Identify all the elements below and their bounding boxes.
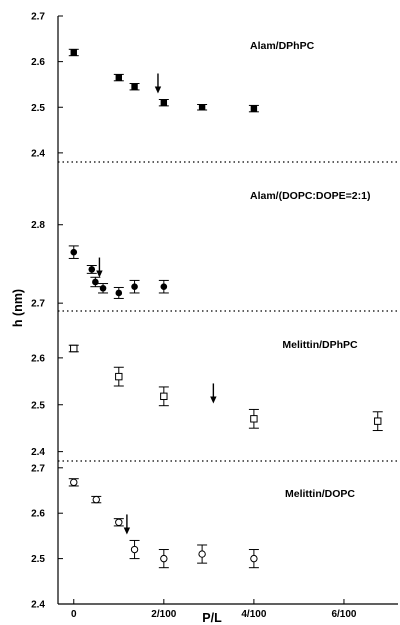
arrow-indicator-3 xyxy=(210,383,217,404)
data-point-4-1 xyxy=(68,478,79,487)
y-tick-label-4-3: 2.4 xyxy=(31,600,45,611)
marker-circle xyxy=(99,284,107,292)
y-tick-label-3-0: 2.6 xyxy=(31,353,45,364)
marker-square xyxy=(115,372,123,381)
marker-circle xyxy=(92,495,100,504)
arrow-indicator-2 xyxy=(96,257,103,278)
marker-square xyxy=(70,49,77,56)
y-tick-label-2-0: 2.8 xyxy=(31,220,45,231)
marker-circle xyxy=(160,554,168,563)
panel-title-2: Alam/(DOPC:DOPE=2:1) xyxy=(250,190,370,202)
data-point-3-4 xyxy=(248,408,259,429)
marker-square xyxy=(374,417,382,425)
data-point-4-3 xyxy=(113,518,124,527)
data-point-3-5 xyxy=(372,411,383,432)
arrow-indicator-1 xyxy=(154,73,162,94)
arrow-head xyxy=(123,527,131,535)
data-point-4-7 xyxy=(248,549,259,569)
marker-circle xyxy=(130,545,139,554)
marker-square xyxy=(250,415,258,423)
x-tick-label-3: 6/100 xyxy=(331,609,356,620)
marker-square xyxy=(160,99,168,106)
y-tick-label-1-0: 2.7 xyxy=(31,12,45,23)
data-point-2-6 xyxy=(129,279,140,294)
data-point-4-5 xyxy=(158,549,169,569)
panel-4: 2.7 2.6 2.5 2.4 Melittin/DOPC xyxy=(31,463,355,610)
panel-1: 2.7 2.6 2.5 2.4 Alam/DPhPC xyxy=(31,12,315,160)
marker-circle xyxy=(131,283,138,290)
y-axis-label: h (nm) xyxy=(11,289,25,327)
x-tick-label-2: 4/100 xyxy=(241,609,266,620)
marker-circle xyxy=(88,266,96,273)
data-point-3-3 xyxy=(158,386,169,407)
panel-3: 2.6 2.5 2.4 Melittin/DPhPC xyxy=(31,339,383,458)
marker-circle xyxy=(115,289,123,297)
marker-square xyxy=(250,105,258,112)
marker-circle xyxy=(250,554,258,563)
arrow-head xyxy=(96,270,103,278)
marker-square xyxy=(115,74,122,81)
marker-circle xyxy=(160,283,168,290)
data-point-1-5 xyxy=(197,104,208,111)
panel-title-1: Alam/DPhPC xyxy=(250,40,315,52)
data-point-2-2 xyxy=(86,265,97,274)
marker-square xyxy=(160,392,168,401)
data-point-1-2 xyxy=(113,73,124,82)
data-point-4-4 xyxy=(129,539,140,560)
y-tick-label-4-0: 2.7 xyxy=(31,463,45,474)
arrow-head xyxy=(210,396,217,404)
data-point-4-6 xyxy=(197,544,208,564)
y-tick-label-1-3: 2.4 xyxy=(31,148,45,159)
arrow-head xyxy=(154,86,162,94)
panel-title-4: Melittin/DOPC xyxy=(285,488,355,500)
x-axis-label: P/L xyxy=(202,611,222,625)
marker-square xyxy=(131,83,138,90)
marker-circle xyxy=(115,518,123,526)
panel-2: 2.8 2.7 Alam/(DOPC:DOPE=2:1) xyxy=(31,190,370,310)
marker-circle xyxy=(70,248,78,256)
data-point-4-2 xyxy=(91,495,102,504)
data-point-3-1 xyxy=(68,344,79,353)
marker-circle xyxy=(92,278,99,286)
data-point-1-1 xyxy=(68,48,79,57)
x-tick-label-0: 0 xyxy=(71,609,77,620)
data-point-3-2 xyxy=(113,366,124,387)
panel-title-3: Melittin/DPhPC xyxy=(282,339,358,351)
y-tick-label-4-1: 2.6 xyxy=(31,509,45,520)
data-point-2-3 xyxy=(90,276,101,288)
data-point-2-7 xyxy=(158,279,169,294)
y-tick-label-3-1: 2.5 xyxy=(31,400,45,411)
data-point-1-4 xyxy=(158,98,169,107)
y-tick-label-1-2: 2.5 xyxy=(31,103,45,114)
data-point-1-3 xyxy=(129,83,140,91)
marker-circle xyxy=(198,550,206,558)
data-point-2-5 xyxy=(113,286,124,299)
marker-square xyxy=(198,104,206,111)
data-point-2-1 xyxy=(68,245,79,259)
data-point-2-4 xyxy=(98,283,109,294)
x-tick-label-1: 2/100 xyxy=(151,609,176,620)
marker-circle xyxy=(70,478,78,487)
y-tick-label-1-1: 2.6 xyxy=(31,57,45,68)
marker-square xyxy=(70,344,78,353)
y-tick-label-3-2: 2.4 xyxy=(31,447,45,458)
y-tick-label-4-2: 2.5 xyxy=(31,554,45,565)
data-point-1-6 xyxy=(248,104,259,113)
arrow-indicator-4 xyxy=(123,514,131,535)
y-tick-label-2-1: 2.7 xyxy=(31,299,45,310)
